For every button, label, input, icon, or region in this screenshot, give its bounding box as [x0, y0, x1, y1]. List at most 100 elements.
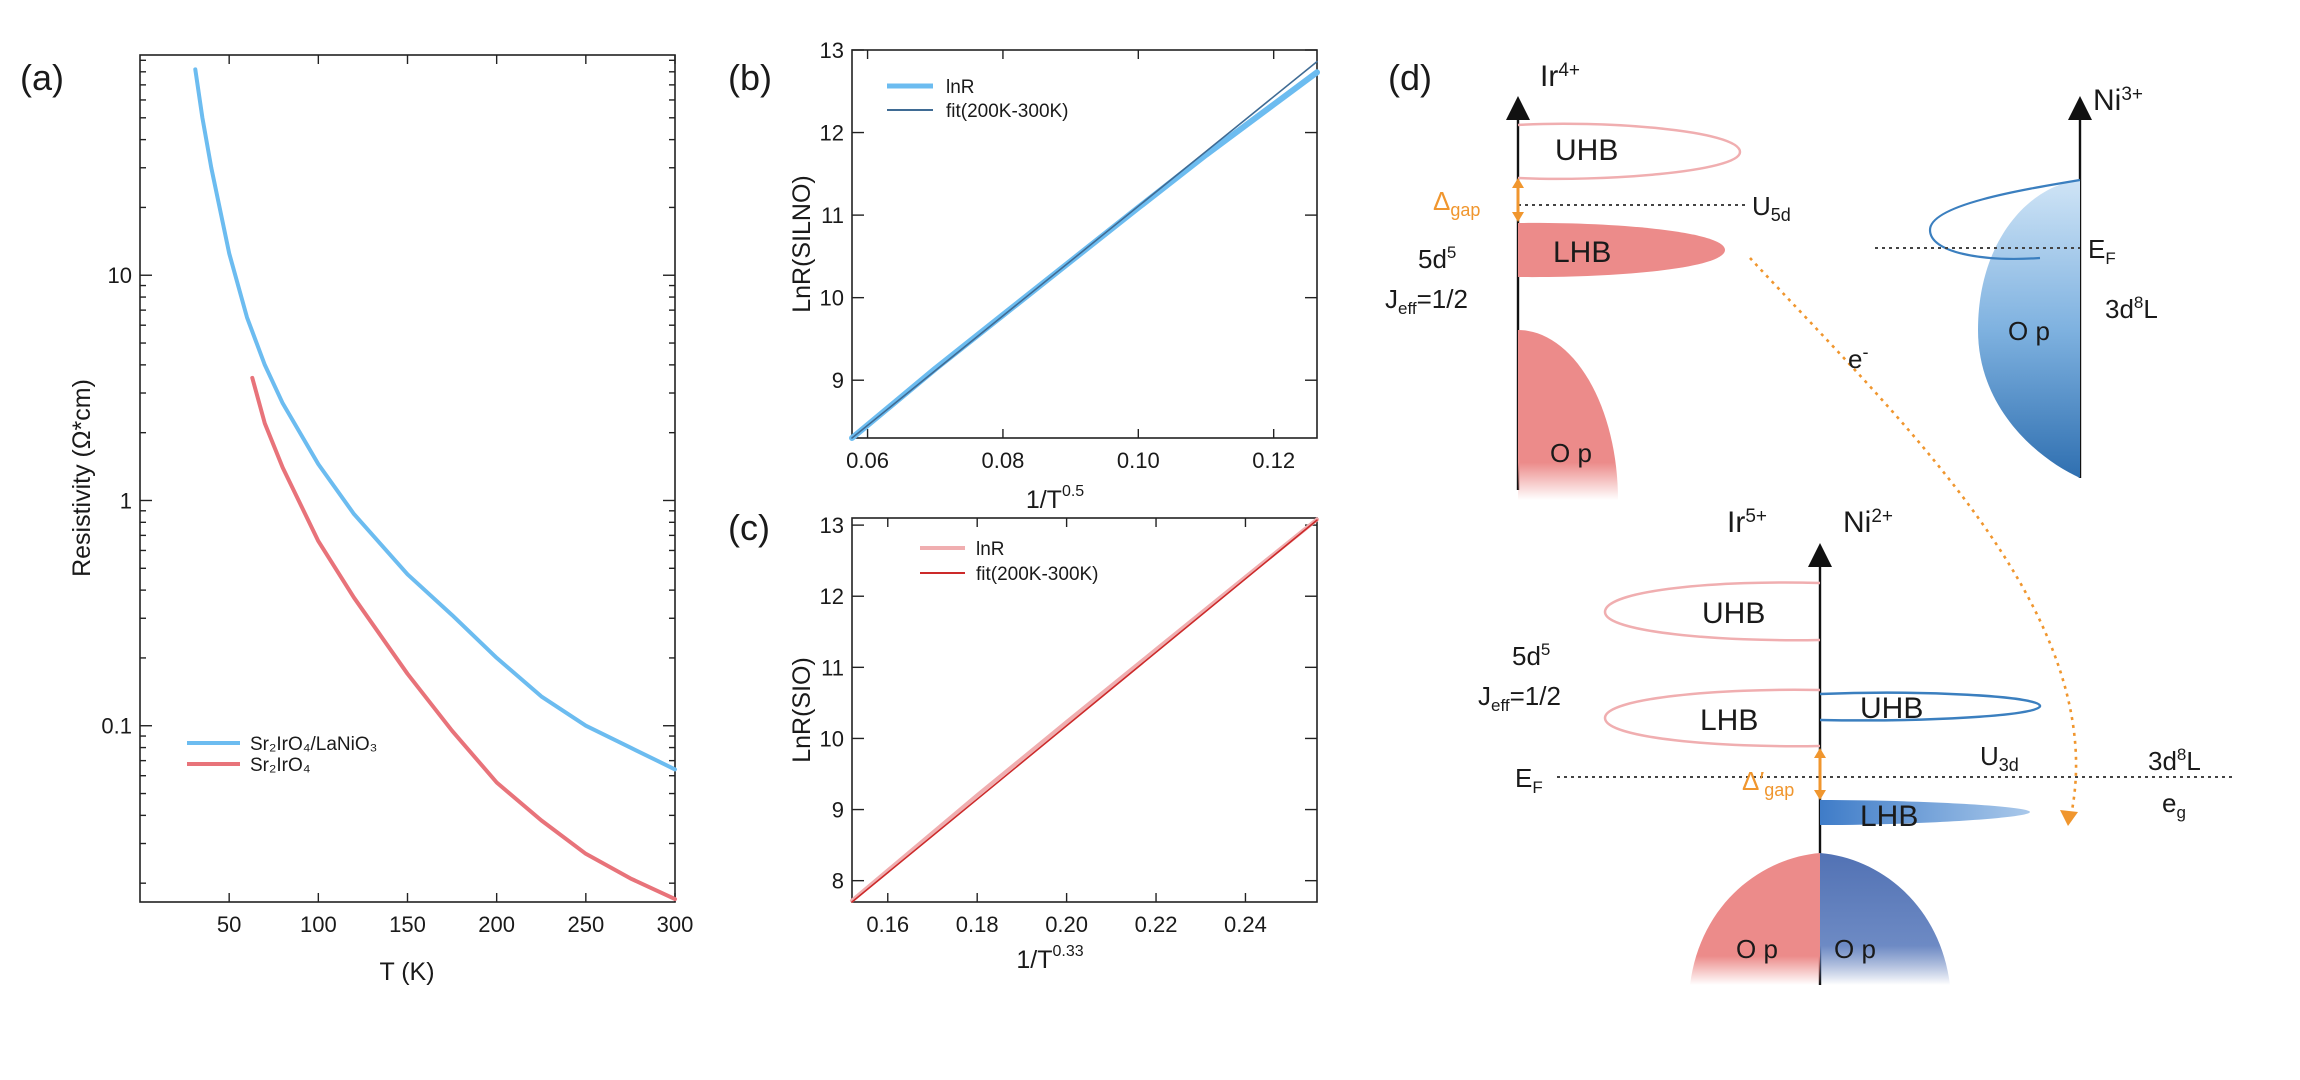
delta-gap-label: Δgap — [1433, 186, 1480, 220]
legend-label-sio: Sr₂IrO₄ — [250, 755, 311, 776]
series-line-a-1 — [250, 375, 677, 902]
delta-prime-arrowhead-bottom — [1814, 790, 1826, 800]
uhb-band-ir5 — [1603, 581, 1821, 642]
panel-a-legend: Sr₂IrO₄/LaNiO₃ Sr₂IrO₄ — [187, 734, 377, 776]
panel-a-label: (a) — [20, 57, 64, 98]
ni3-label: Ni3+ — [2093, 84, 2143, 117]
panel-b-lnr-silno-chart: (b) 0.06 0.08 0.10 0.12 9 10 11 12 13 1/T0.5 LnR… — [728, 38, 1320, 514]
panel-c-frame — [851, 517, 1318, 903]
config-5d-ir4: 5d5 — [1418, 243, 1456, 274]
ir4-label: Ir4+ — [1540, 60, 1580, 93]
op-band-ir5 — [1690, 853, 1820, 985]
ytick-label: 12 — [820, 584, 844, 609]
ytick-label: 13 — [820, 513, 844, 538]
delta-gap-arrowhead-bottom — [1512, 212, 1524, 222]
xtick-label: 0.06 — [846, 448, 889, 473]
ytick-label: 12 — [820, 121, 844, 146]
xtick-label: 300 — [657, 912, 694, 937]
panel-c-legend: lnR fit(200K-300K) — [920, 539, 1099, 585]
panel-c-ticks: 0.16 0.18 0.20 0.22 0.24 8 9 10 11 12 13 — [820, 513, 1317, 937]
config-3d8l-ni3: 3d8L — [2105, 293, 2158, 324]
uhb-label-ir4: UHB — [1555, 134, 1618, 167]
panel-b-ticks: 0.06 0.08 0.10 0.12 9 10 11 12 13 — [820, 38, 1317, 473]
ytick-label: 9 — [832, 798, 844, 823]
legend-label-lnr-b: lnR — [946, 77, 975, 98]
delta-prime-gap-label: Δ′gap — [1742, 766, 1794, 800]
ef-label-ni3: EF — [2088, 234, 2116, 268]
panel-b-series — [849, 60, 1320, 441]
series-line-c-1 — [851, 519, 1318, 903]
jeff-ir4: Jeff=1/2 — [1385, 284, 1468, 318]
xtick-label: 0.20 — [1045, 912, 1088, 937]
config-3d8l-bottom: 3d8L — [2148, 745, 2201, 776]
op-band-ni2 — [1820, 853, 1950, 985]
uhb-label-ni2: UHB — [1860, 692, 1923, 725]
ytick-label: 10 — [820, 726, 844, 751]
lhb-label-ir4: LHB — [1553, 236, 1611, 269]
panel-b-legend: lnR fit(200K-300K) — [887, 77, 1069, 122]
panel-d-band-diagram: (d) Ir4+ O p UHB LHB U5d Δgap 5d5 Jeff=1… — [1385, 57, 2235, 985]
panel-b-xlabel: 1/T0.5 — [1026, 483, 1084, 514]
ytick-label: 10 — [820, 286, 844, 311]
series-line-a-0 — [193, 67, 677, 772]
xtick-label: 50 — [217, 912, 241, 937]
uhb-label-ir5: UHB — [1702, 597, 1765, 630]
xtick-label: 200 — [478, 912, 515, 937]
series-line-b-0 — [849, 69, 1320, 441]
panel-a-xlabel: T (K) — [379, 958, 434, 986]
ytick-label: 11 — [821, 655, 844, 680]
op-label-ir5: O p — [1736, 934, 1778, 964]
xtick-label: 0.08 — [982, 448, 1025, 473]
xtick-label: 100 — [300, 912, 337, 937]
op-label-ni2: O p — [1834, 934, 1876, 964]
panel-a-series — [193, 67, 677, 902]
panel-c-label: (c) — [728, 507, 770, 548]
charge-transfer-arrowhead — [2060, 810, 2078, 826]
xtick-label: 0.24 — [1224, 912, 1267, 937]
u3d-label: U3d — [1980, 741, 2019, 775]
lhb-label-ir5: LHB — [1700, 704, 1758, 737]
legend-label-sio-lno: Sr₂IrO₄/LaNiO₃ — [250, 734, 377, 755]
panel-c-series — [850, 517, 1319, 903]
lhb-band-ir4 — [1518, 222, 1725, 278]
panel-a-ylabel: Resistivity (Ω*cm) — [68, 379, 96, 577]
series-line-b-1 — [851, 60, 1318, 439]
u5d-label: U5d — [1752, 191, 1791, 225]
lhb-band-ni2 — [1820, 800, 2030, 825]
panel-a-ticks: 50 100 150 200 250 300 0.1 1 10 — [101, 55, 693, 937]
electron-label: e- — [1848, 342, 1868, 374]
uhb-band-ni2 — [1819, 691, 2042, 722]
op-band-ir4 — [1518, 330, 1618, 500]
ytick-label: 9 — [832, 368, 844, 393]
op-label-ir4: O p — [1550, 438, 1592, 468]
op-label-ni3: O p — [2008, 316, 2050, 346]
legend-label-lnr-c: lnR — [976, 539, 1005, 560]
config-5d-ir5: 5d5 — [1512, 640, 1550, 671]
ir5-label: Ir5+ — [1727, 506, 1767, 539]
ytick-label: 0.1 — [101, 714, 132, 739]
op-band-ni3 — [1978, 180, 2080, 478]
xtick-label: 0.12 — [1252, 448, 1295, 473]
jeff-ir5: Jeff=1/2 — [1478, 681, 1561, 715]
series-line-c-0 — [850, 517, 1319, 903]
lhb-band-ir5 — [1603, 688, 1821, 748]
panel-b-frame — [851, 49, 1318, 439]
xtick-label: 0.16 — [866, 912, 909, 937]
xtick-label: 150 — [389, 912, 426, 937]
xtick-label: 0.10 — [1117, 448, 1160, 473]
panel-d-label: (d) — [1388, 57, 1432, 98]
delta-prime-arrowhead-top — [1814, 748, 1826, 758]
panel-c-lnr-sio-chart: (c) 0.16 0.18 0.20 0.22 0.24 8 9 10 11 12 13 1/T0.… — [728, 507, 1319, 974]
lhb-label-ni2: LHB — [1860, 800, 1918, 833]
panel-a-frame — [139, 54, 676, 903]
panel-c-ylabel: LnR(SIO) — [788, 657, 816, 763]
ytick-label: 8 — [832, 869, 844, 894]
charge-transfer-path — [1749, 257, 2078, 821]
panel-b-label: (b) — [728, 57, 772, 98]
ni2-label: Ni2+ — [1843, 506, 1893, 539]
ytick-label: 11 — [821, 203, 844, 228]
ni3-hybrid-band — [1928, 178, 2081, 260]
uhb-band-ir4 — [1517, 122, 1742, 181]
legend-label-fit-c: fit(200K-300K) — [976, 564, 1099, 585]
